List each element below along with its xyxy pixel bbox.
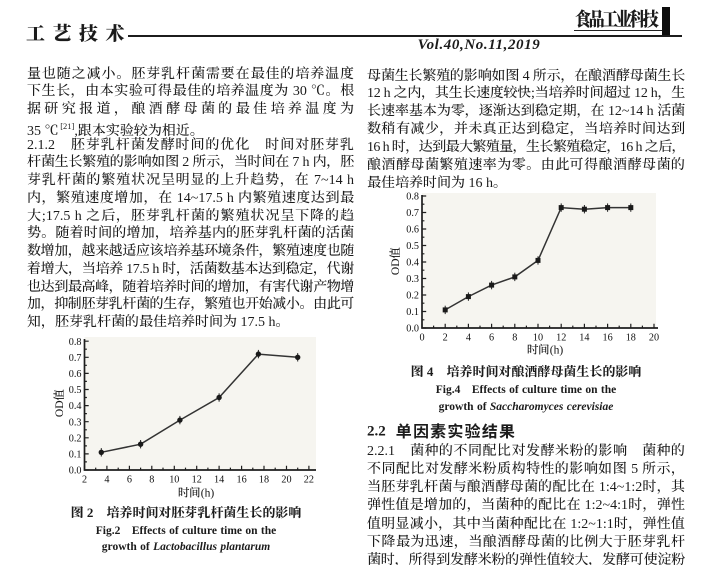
svg-text:0.5: 0.5 — [69, 385, 82, 396]
svg-text:0.0: 0.0 — [69, 466, 82, 477]
svg-text:0: 0 — [419, 332, 424, 343]
svg-text:0.6: 0.6 — [406, 225, 419, 236]
svg-text:14: 14 — [214, 474, 224, 485]
svg-text:20: 20 — [281, 474, 291, 485]
svg-text:0.1: 0.1 — [406, 307, 419, 318]
svg-text:OD值: OD值 — [51, 388, 67, 417]
svg-text:0.0: 0.0 — [406, 324, 419, 335]
svg-text:8: 8 — [512, 332, 517, 343]
svg-text:时间(h): 时间(h) — [178, 485, 215, 501]
svg-text:时间(h): 时间(h) — [527, 342, 564, 358]
svg-text:0.7: 0.7 — [69, 353, 82, 364]
svg-text:0.5: 0.5 — [406, 241, 419, 252]
svg-text:0.3: 0.3 — [69, 417, 82, 428]
svg-text:20: 20 — [649, 332, 659, 343]
svg-text:18: 18 — [626, 332, 636, 343]
svg-text:0.3: 0.3 — [406, 274, 419, 285]
svg-text:22: 22 — [304, 474, 314, 485]
svg-text:8: 8 — [149, 474, 154, 485]
svg-text:10: 10 — [533, 332, 543, 343]
svg-text:10: 10 — [169, 474, 179, 485]
svg-text:4: 4 — [466, 332, 471, 343]
svg-text:0.8: 0.8 — [406, 192, 419, 203]
svg-text:OD值: OD值 — [387, 246, 403, 275]
svg-text:0.2: 0.2 — [406, 291, 419, 302]
svg-text:0.4: 0.4 — [406, 258, 419, 269]
svg-text:14: 14 — [579, 332, 589, 343]
svg-text:0.1: 0.1 — [69, 450, 82, 461]
svg-text:12: 12 — [556, 332, 566, 343]
svg-text:0.8: 0.8 — [69, 337, 82, 348]
svg-text:0.6: 0.6 — [69, 369, 82, 380]
svg-text:0.2: 0.2 — [69, 433, 82, 444]
svg-text:16: 16 — [603, 332, 613, 343]
svg-text:18: 18 — [259, 474, 269, 485]
svg-text:12: 12 — [192, 474, 202, 485]
svg-text:6: 6 — [489, 332, 494, 343]
svg-text:2: 2 — [82, 474, 87, 485]
svg-text:2: 2 — [443, 332, 448, 343]
svg-text:0.7: 0.7 — [406, 208, 419, 219]
svg-text:0.4: 0.4 — [69, 401, 82, 412]
svg-text:16: 16 — [237, 474, 247, 485]
svg-text:4: 4 — [104, 474, 109, 485]
svg-text:6: 6 — [127, 474, 132, 485]
